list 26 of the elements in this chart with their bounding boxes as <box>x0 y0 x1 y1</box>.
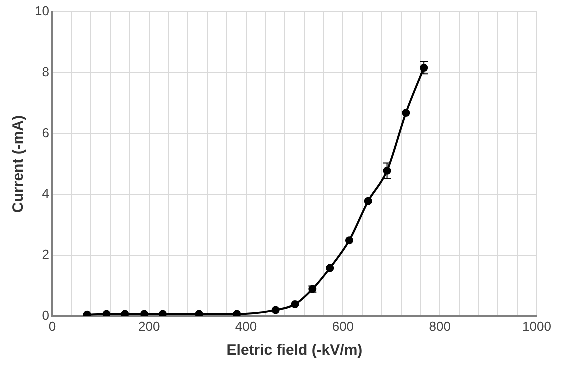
point <box>121 310 130 316</box>
point <box>402 109 410 118</box>
x-tick-label: 400 <box>235 318 258 334</box>
point <box>102 310 111 316</box>
point <box>326 264 334 272</box>
point <box>291 300 300 309</box>
y-tick-label: 6 <box>42 125 50 140</box>
y-tick-label: 8 <box>42 64 50 80</box>
y-tick-label: 0 <box>42 308 50 323</box>
point <box>83 310 92 316</box>
x-axis-title: Eletric field (-kV/m) <box>226 342 363 360</box>
y-tick-label: 2 <box>42 247 50 262</box>
point <box>195 310 204 316</box>
y-tick-label: 10 <box>34 4 50 19</box>
point <box>233 310 242 316</box>
point <box>345 236 354 245</box>
y-tick-label: 4 <box>42 186 50 202</box>
y-axis-title: Current (-mA) <box>10 115 28 213</box>
x-tick-label: 800 <box>429 318 451 334</box>
point <box>272 306 280 314</box>
x-tick-label: 1000 <box>522 318 552 334</box>
point <box>364 197 372 206</box>
point <box>158 310 167 316</box>
x-tick-label: 200 <box>138 318 160 334</box>
x-tick-label: 600 <box>332 318 354 334</box>
point <box>140 310 149 316</box>
